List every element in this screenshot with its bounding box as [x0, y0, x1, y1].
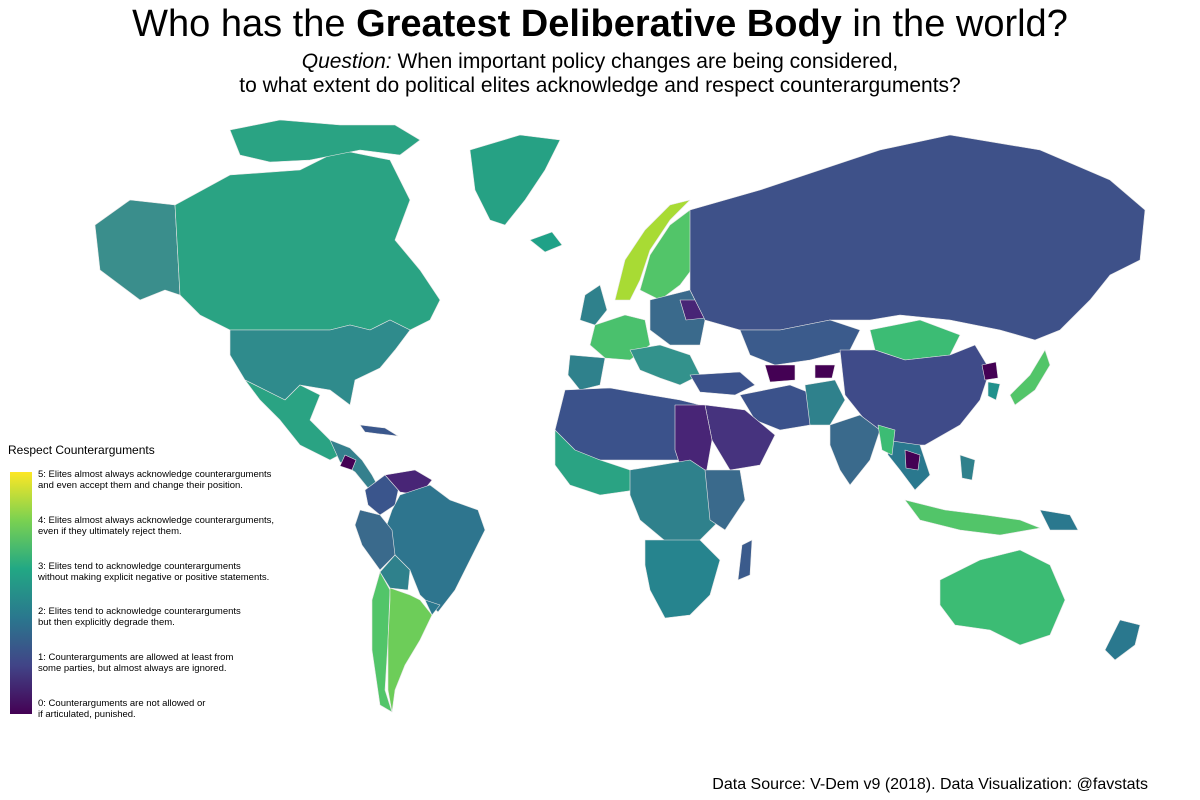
region-cambodia-laos [904, 449, 921, 471]
data-source-credit: Data Source: V-Dem v9 (2018). Data Visua… [712, 776, 1148, 793]
region-greenland [469, 134, 561, 226]
region-india [829, 414, 881, 486]
subtitle-line-2: to what extent do political elites ackno… [239, 74, 961, 97]
region-indonesia [904, 499, 1041, 536]
region-tajikistan [814, 364, 836, 379]
region-alaska [94, 199, 181, 301]
legend-level-3-line2: without making explicit negative or posi… [38, 572, 270, 583]
legend-level-5: 5: Elites almost always acknowledge coun… [38, 469, 298, 491]
region-canada-arctic-islands [229, 119, 421, 163]
legend-level-5-line1: 5: Elites almost always acknowledge coun… [38, 469, 272, 480]
legend-color-bar [10, 472, 32, 714]
region-myanmar [877, 424, 896, 456]
legend-level-4-line2: even if they ultimately reject them. [38, 526, 182, 537]
region-southern-africa [644, 539, 721, 619]
region-uruguay [424, 599, 441, 616]
legend-level-1: 1: Counterarguments are allowed at least… [38, 652, 298, 674]
region-norway [614, 199, 691, 301]
legend-level-3-line1: 3: Elites tend to acknowledge counterarg… [38, 561, 241, 572]
region-korea-south [987, 381, 1001, 401]
region-iceland [529, 231, 563, 253]
region-iberia [567, 354, 606, 391]
region-afghanistan-pakistan [804, 379, 846, 426]
region-korea-north [981, 361, 999, 381]
region-turkey [689, 371, 756, 396]
region-australia [939, 549, 1066, 646]
title-bold: Greatest Deliberative Body [356, 3, 842, 45]
region-philippines [959, 454, 976, 481]
title-pre: Who has the [132, 3, 357, 45]
legend-level-3: 3: Elites tend to acknowledge counterarg… [38, 561, 298, 583]
legend-level-2: 2: Elites tend to acknowledge counterarg… [38, 606, 298, 628]
legend-level-0: 0: Counterarguments are not allowed or i… [38, 698, 298, 720]
legend-level-1-line1: 1: Counterarguments are allowed at least… [38, 652, 234, 663]
region-bolivia [379, 554, 411, 591]
region-turkmenistan [764, 364, 796, 383]
region-east-africa [704, 469, 746, 531]
region-uk [579, 284, 608, 326]
legend-level-0-line1: 0: Counterarguments are not allowed or [38, 698, 206, 709]
region-new-zealand [1104, 619, 1141, 661]
map-title: Who has the Greatest Deliberative Body i… [0, 2, 1200, 46]
region-madagascar [737, 539, 753, 581]
legend-level-4: 4: Elites almost always acknowledge coun… [38, 515, 298, 537]
region-russia [689, 134, 1146, 341]
legend-title: Respect Counterarguments [8, 443, 155, 457]
region-italy-balkans [629, 344, 701, 386]
legend-level-2-line1: 2: Elites tend to acknowledge counterarg… [38, 606, 241, 617]
region-cuba [359, 424, 399, 437]
region-peru [354, 509, 396, 571]
question-label: Question: [301, 50, 392, 73]
map-subtitle: Question: When important policy changes … [0, 50, 1200, 98]
region-central-america [329, 439, 381, 491]
legend-level-4-line1: 4: Elites almost always acknowledge coun… [38, 515, 275, 526]
region-argentina [387, 587, 433, 713]
subtitle-line-1: When important policy changes are being … [391, 50, 899, 73]
legend-level-0-line2: if articulated, punished. [38, 709, 136, 720]
region-canada [174, 149, 441, 331]
legend-level-2-line2: but then explicitly degrade them. [38, 617, 175, 628]
title-post: in the world? [841, 3, 1068, 45]
legend-level-5-line2: and even accept them and change their po… [38, 480, 243, 491]
region-japan [1009, 349, 1051, 406]
region-mexico [244, 379, 346, 461]
region-nicaragua [339, 454, 357, 471]
legend-level-1-line2: some parties, but almost always are igno… [38, 663, 227, 674]
region-papua-new-guinea [1039, 509, 1079, 531]
